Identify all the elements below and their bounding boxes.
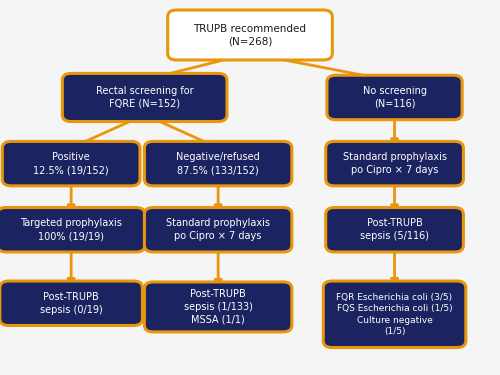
FancyBboxPatch shape: [168, 10, 332, 60]
FancyBboxPatch shape: [144, 207, 292, 252]
Text: Post-TRUPB
sepsis (5/116): Post-TRUPB sepsis (5/116): [360, 218, 429, 241]
FancyBboxPatch shape: [2, 141, 140, 186]
Text: Standard prophylaxis
po Cipro × 7 days: Standard prophylaxis po Cipro × 7 days: [166, 218, 270, 241]
Text: FQR Escherichia coli (3/5)
FQS Escherichia coli (1/5)
Culture negative
(1/5): FQR Escherichia coli (3/5) FQS Escherich…: [336, 292, 452, 336]
Text: Post-TRUPB
sepsis (1/133)
MSSA (1/1): Post-TRUPB sepsis (1/133) MSSA (1/1): [184, 289, 252, 325]
Text: Rectal screening for
FQRE (N=152): Rectal screening for FQRE (N=152): [96, 86, 194, 109]
FancyBboxPatch shape: [62, 74, 227, 122]
FancyBboxPatch shape: [326, 207, 464, 252]
FancyBboxPatch shape: [327, 75, 462, 120]
FancyBboxPatch shape: [326, 141, 464, 186]
Text: Standard prophylaxis
po Cipro × 7 days: Standard prophylaxis po Cipro × 7 days: [342, 152, 446, 175]
Text: Targeted prophylaxis
100% (19/19): Targeted prophylaxis 100% (19/19): [20, 218, 122, 241]
FancyBboxPatch shape: [144, 282, 292, 332]
Text: Post-TRUPB
sepsis (0/19): Post-TRUPB sepsis (0/19): [40, 292, 102, 315]
FancyBboxPatch shape: [144, 141, 292, 186]
Text: Positive
12.5% (19/152): Positive 12.5% (19/152): [34, 152, 109, 175]
FancyBboxPatch shape: [324, 281, 466, 348]
Text: No screening
(N=116): No screening (N=116): [362, 86, 426, 109]
Text: Negative/refused
87.5% (133/152): Negative/refused 87.5% (133/152): [176, 152, 260, 175]
Text: TRUPB recommended
(N=268): TRUPB recommended (N=268): [194, 24, 306, 46]
FancyBboxPatch shape: [0, 281, 142, 326]
FancyBboxPatch shape: [0, 207, 145, 252]
